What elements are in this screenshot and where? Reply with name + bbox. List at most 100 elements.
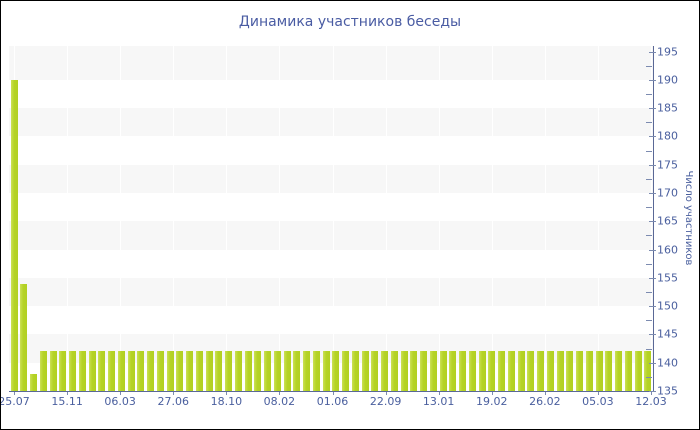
bar bbox=[59, 351, 67, 391]
vertical-gridline bbox=[332, 46, 334, 391]
y-major-tick bbox=[649, 249, 656, 251]
bar bbox=[459, 351, 467, 391]
bar bbox=[546, 351, 554, 391]
bar bbox=[98, 351, 106, 391]
x-tick-label: 19.02 bbox=[476, 395, 508, 408]
y-minor-tick bbox=[646, 376, 652, 378]
x-tick bbox=[597, 392, 599, 395]
x-tick bbox=[14, 392, 15, 395]
bar bbox=[195, 351, 203, 391]
bar bbox=[322, 351, 330, 391]
bars-container bbox=[9, 46, 653, 391]
x-tick-label: 27.06 bbox=[157, 395, 190, 408]
y-minor-tick bbox=[646, 122, 652, 124]
y-major-tick bbox=[649, 108, 656, 110]
y-minor-tick bbox=[646, 207, 652, 209]
y-tick-label: 185 bbox=[657, 101, 678, 115]
bar bbox=[30, 374, 38, 391]
vertical-gridline bbox=[651, 46, 652, 391]
y-tick-label: 170 bbox=[657, 186, 678, 200]
bar bbox=[605, 351, 613, 391]
y-tick-label: 180 bbox=[657, 129, 678, 143]
plot-area bbox=[9, 46, 654, 392]
x-tick-label: 08.02 bbox=[263, 395, 296, 408]
y-major-tick bbox=[649, 164, 656, 166]
bar bbox=[88, 351, 96, 391]
bar bbox=[205, 351, 213, 391]
y-major-tick bbox=[649, 79, 656, 81]
bar bbox=[137, 351, 145, 391]
bar bbox=[507, 351, 515, 391]
y-major-tick bbox=[649, 306, 656, 308]
bar bbox=[156, 351, 164, 391]
x-tick-label: 01.06 bbox=[316, 395, 349, 408]
bar bbox=[127, 351, 135, 391]
y-tick-label: 175 bbox=[657, 158, 678, 172]
x-tick-label: 18.10 bbox=[210, 395, 243, 408]
y-tick-label: 165 bbox=[657, 214, 678, 228]
bar bbox=[634, 351, 642, 391]
vertical-gridline bbox=[597, 46, 599, 391]
bar bbox=[49, 351, 57, 391]
y-tick-label: 145 bbox=[657, 327, 678, 341]
bar bbox=[410, 351, 418, 391]
bar bbox=[225, 351, 233, 391]
bar bbox=[78, 351, 86, 391]
y-major-tick bbox=[649, 362, 656, 364]
y-minor-tick bbox=[646, 94, 652, 96]
bar bbox=[429, 351, 437, 391]
bar bbox=[10, 79, 18, 391]
x-tick bbox=[491, 392, 493, 395]
bar bbox=[254, 351, 262, 391]
bar bbox=[468, 351, 476, 391]
y-minor-tick bbox=[646, 235, 652, 237]
bar bbox=[147, 351, 155, 391]
vertical-gridline bbox=[279, 46, 281, 391]
x-tick bbox=[332, 392, 334, 395]
y-minor-tick bbox=[646, 178, 652, 180]
x-tick-label: 25.07 bbox=[0, 395, 30, 408]
y-tick-label: 160 bbox=[657, 243, 678, 257]
x-tick bbox=[173, 392, 175, 395]
x-tick bbox=[651, 392, 652, 395]
y-major-tick bbox=[649, 221, 656, 223]
y-tick-label: 190 bbox=[657, 73, 678, 87]
x-tick bbox=[438, 392, 440, 395]
y-major-tick bbox=[649, 193, 656, 195]
bar bbox=[342, 351, 350, 391]
bar bbox=[400, 351, 408, 391]
bar bbox=[371, 351, 379, 391]
y-tick-label: 140 bbox=[657, 356, 678, 370]
bar bbox=[449, 351, 457, 391]
bar bbox=[439, 351, 447, 391]
x-tick bbox=[385, 392, 387, 395]
x-tick-label: 13.01 bbox=[422, 395, 455, 408]
vertical-gridline bbox=[226, 46, 228, 391]
x-tick-label: 26.02 bbox=[529, 395, 561, 408]
vertical-gridline bbox=[385, 46, 387, 391]
x-tick-label: 06.03 bbox=[104, 395, 136, 408]
y-tick-label: 155 bbox=[657, 271, 678, 285]
y-minor-tick bbox=[646, 320, 652, 322]
y-minor-tick bbox=[646, 150, 652, 152]
bar bbox=[566, 351, 574, 391]
x-tick-label: 22.09 bbox=[369, 395, 402, 408]
y-minor-tick bbox=[646, 65, 652, 67]
bar bbox=[478, 351, 486, 391]
bar bbox=[20, 283, 28, 391]
y-major-tick bbox=[649, 391, 656, 392]
bar bbox=[361, 351, 369, 391]
x-tick-label: 12.03 bbox=[635, 395, 667, 408]
bar bbox=[527, 351, 535, 391]
bar bbox=[117, 351, 125, 391]
vertical-gridline bbox=[438, 46, 440, 391]
x-tick-label: 05.03 bbox=[582, 395, 614, 408]
x-tick bbox=[279, 392, 281, 395]
bar bbox=[498, 351, 506, 391]
x-tick bbox=[226, 392, 228, 395]
y-minor-tick bbox=[646, 292, 652, 294]
y-major-tick bbox=[649, 51, 656, 53]
y-major-tick bbox=[649, 277, 656, 279]
bar bbox=[420, 351, 428, 391]
